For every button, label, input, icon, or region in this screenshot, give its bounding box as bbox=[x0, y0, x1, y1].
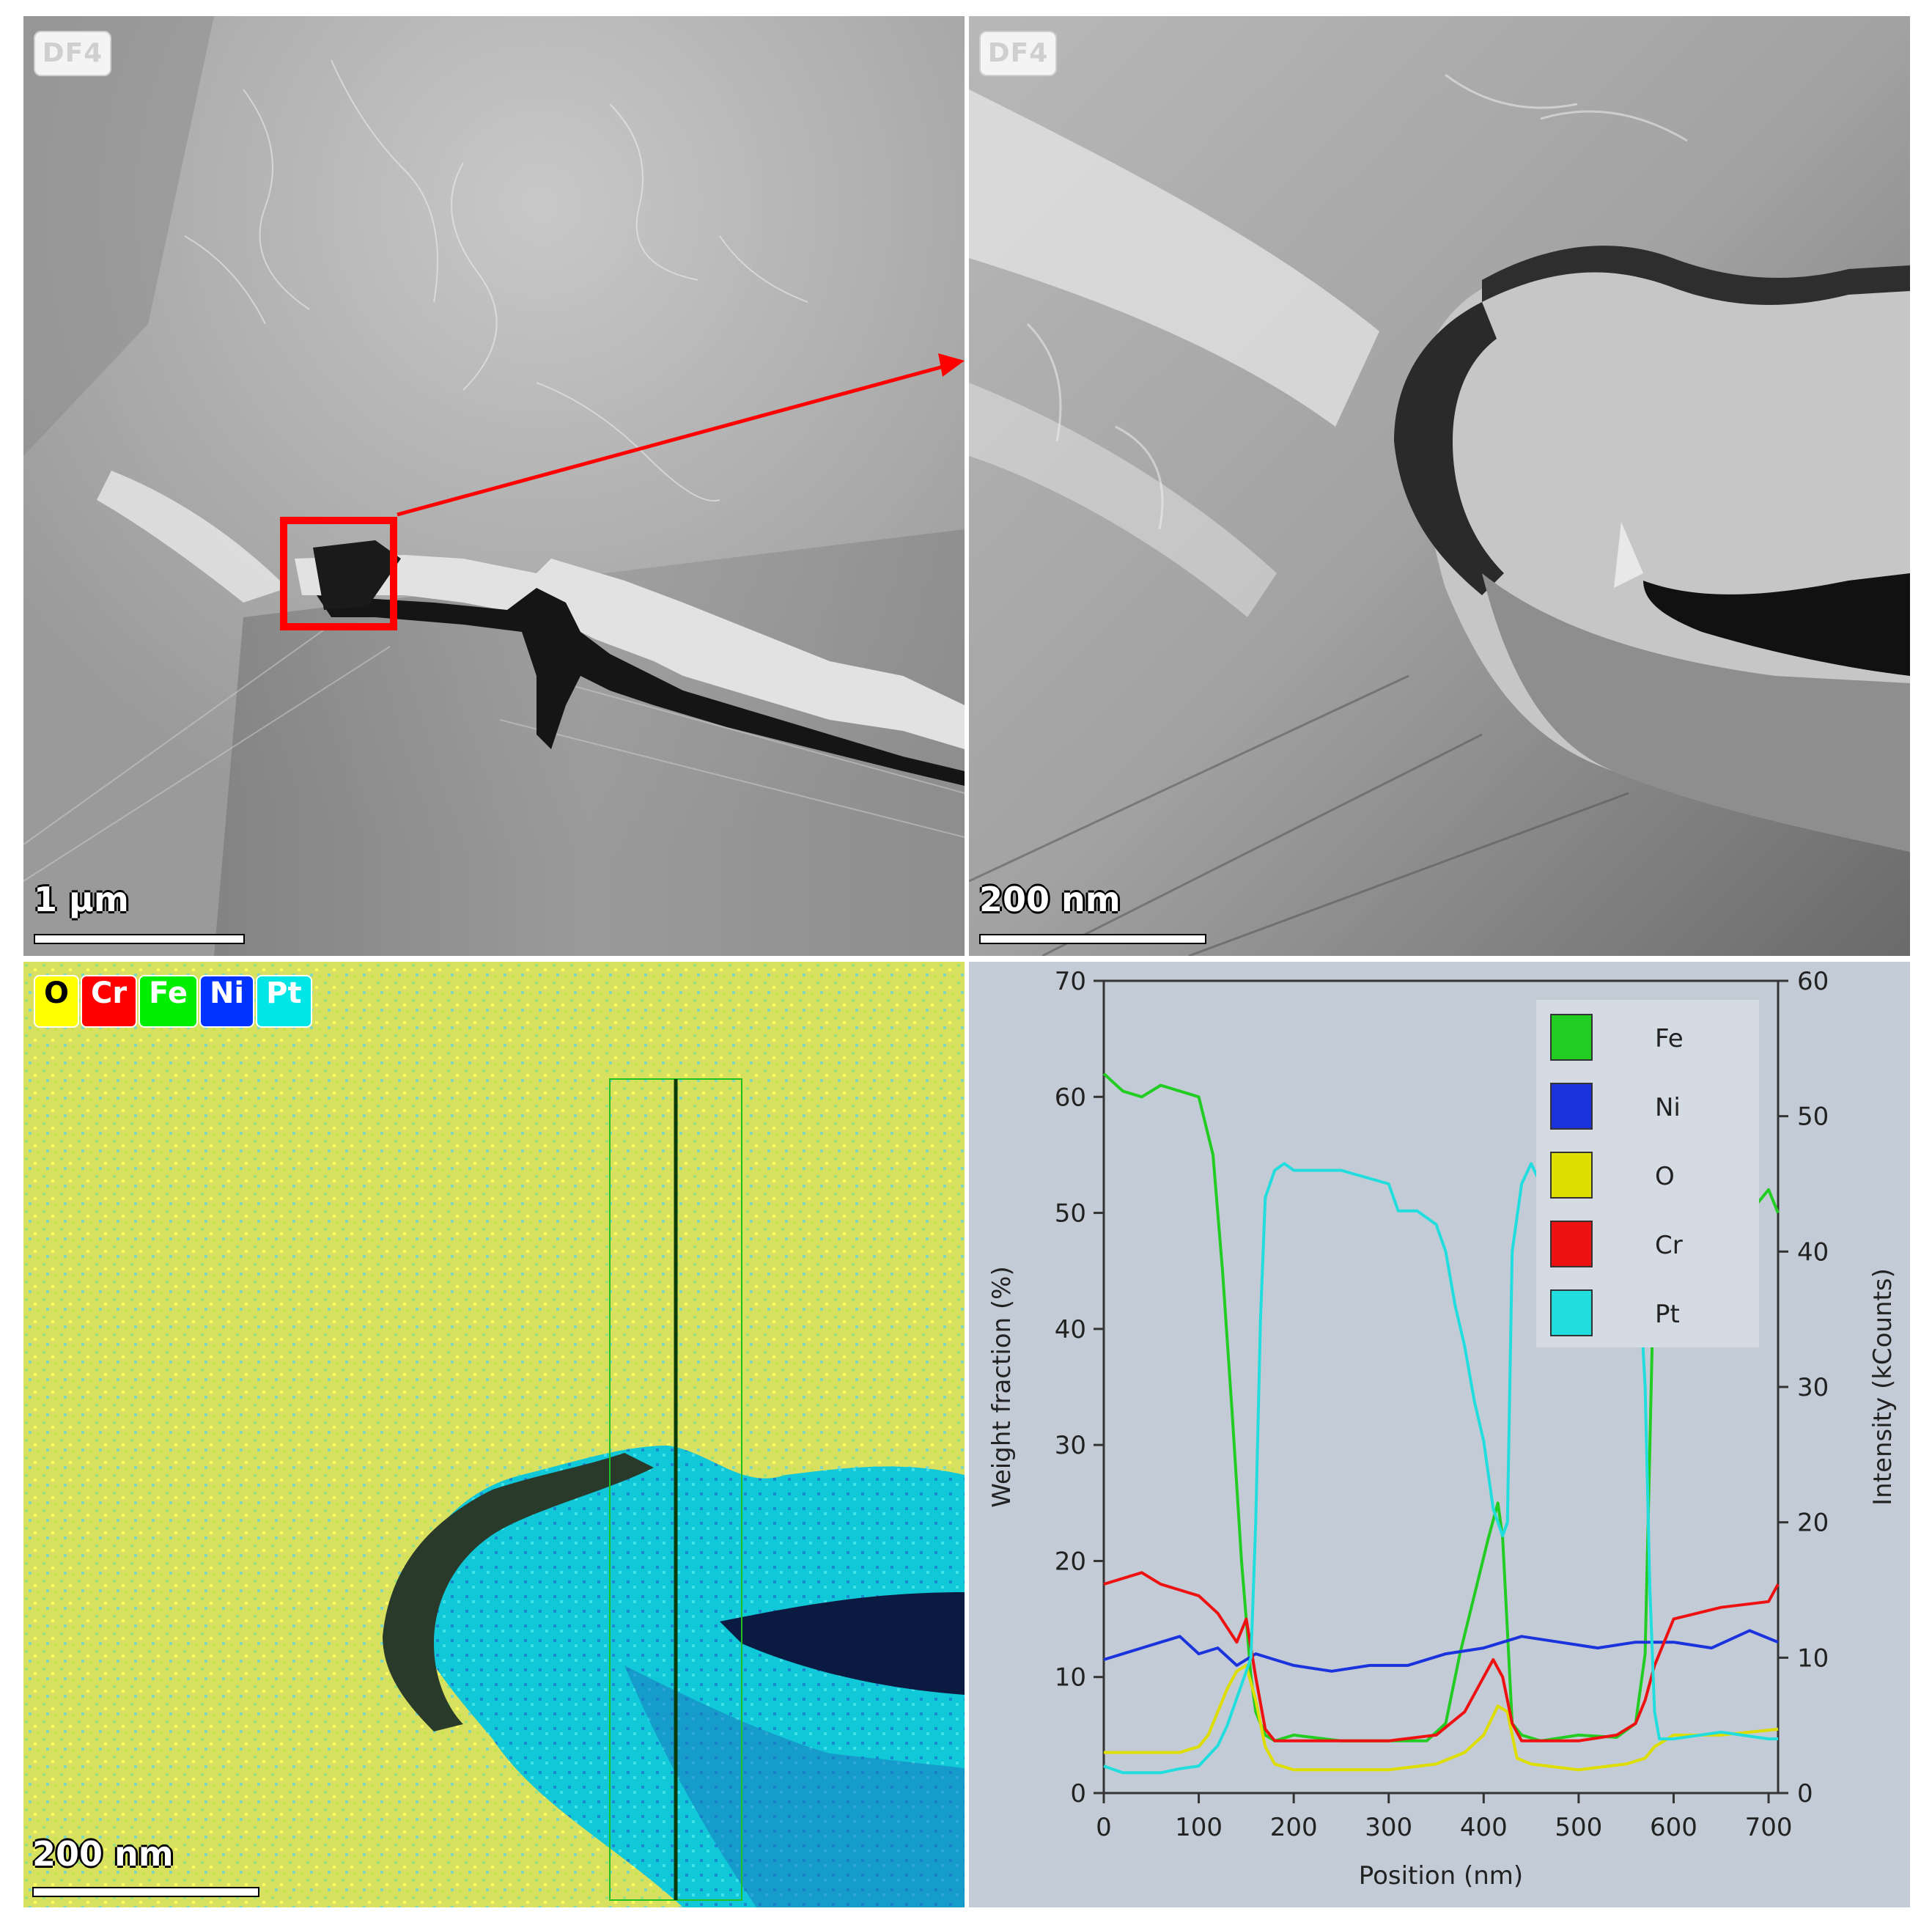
series-line-ni bbox=[1103, 1629, 1779, 1673]
legend-label-pt: Pt bbox=[1655, 1300, 1680, 1329]
series-line-o bbox=[1104, 1663, 1779, 1772]
eds-element-map-image bbox=[23, 962, 965, 1907]
y2-tick-label: 0 bbox=[1797, 1779, 1813, 1808]
element-legend-o: O bbox=[34, 975, 80, 1028]
legend-label-ni: Ni bbox=[1655, 1093, 1681, 1122]
micrograph-overview: DF4 1 µm bbox=[23, 16, 965, 956]
y-tick-label: 70 bbox=[1055, 967, 1086, 996]
y-tick-label: 10 bbox=[1055, 1663, 1086, 1693]
y-axis-label: Weight fraction (%) bbox=[987, 1266, 1017, 1508]
y2-axis-label: Intensity (kCounts) bbox=[1868, 1268, 1898, 1506]
y2-tick-label: 10 bbox=[1797, 1644, 1829, 1673]
y-tick-label: 50 bbox=[1055, 1199, 1086, 1229]
y-tick-label: 60 bbox=[1055, 1083, 1086, 1112]
legend-swatch-fe bbox=[1550, 1014, 1593, 1061]
detector-tag: DF4 bbox=[979, 31, 1057, 76]
eds-element-map: O Cr Fe Ni Pt 200 nm bbox=[23, 962, 965, 1907]
linescan-chart: 0 100 200 300 400 500 600 700010203040506070010… bbox=[987, 967, 1898, 1891]
y-tick-label: 40 bbox=[1055, 1315, 1086, 1344]
scale-bar bbox=[32, 1887, 259, 1897]
legend-label-cr: Cr bbox=[1655, 1231, 1683, 1260]
scale-bar-label: 200 nm bbox=[32, 1834, 174, 1874]
legend-label-fe: Fe bbox=[1655, 1024, 1684, 1053]
zoom-arrow-line bbox=[397, 361, 955, 517]
element-legend-fe: Fe bbox=[139, 975, 198, 1028]
scale-bar bbox=[34, 934, 245, 944]
y-tick-label: 20 bbox=[1055, 1547, 1086, 1576]
x-tick-label: 600 bbox=[1650, 1813, 1697, 1842]
y2-tick-label: 60 bbox=[1797, 967, 1829, 996]
detector-tag: DF4 bbox=[34, 31, 111, 76]
y2-tick-label: 50 bbox=[1797, 1103, 1829, 1132]
x-axis-label: Position (nm) bbox=[1359, 1861, 1523, 1891]
series-line-cr bbox=[1103, 1571, 1780, 1742]
micrograph-zoom: DF4 200 nm bbox=[969, 16, 1910, 956]
legend-swatch-o bbox=[1550, 1152, 1593, 1199]
x-tick-label: 400 bbox=[1460, 1813, 1508, 1842]
x-tick-label: 700 bbox=[1745, 1813, 1793, 1842]
y2-tick-label: 30 bbox=[1797, 1373, 1829, 1402]
scale-bar-label: 1 µm bbox=[34, 880, 129, 919]
y2-tick-label: 40 bbox=[1797, 1237, 1829, 1267]
zoom-arrow-head bbox=[938, 353, 965, 377]
scale-bar-label: 200 nm bbox=[979, 880, 1121, 919]
region-of-interest-box bbox=[280, 517, 397, 630]
element-legend: O Cr Fe Ni Pt bbox=[34, 975, 314, 1028]
legend-label-o: O bbox=[1655, 1162, 1675, 1191]
micrograph-zoom-image bbox=[969, 16, 1910, 956]
legend-swatch-pt bbox=[1550, 1289, 1593, 1336]
linescan-chart-panel: 0 100 200 300 400 500 600 700 0 10 20 30 40 50 60 70 0 10… bbox=[969, 962, 1910, 1907]
x-tick-label: 300 bbox=[1365, 1813, 1412, 1842]
y-tick-label: 30 bbox=[1055, 1431, 1086, 1460]
legend-swatch-cr bbox=[1550, 1221, 1593, 1267]
y2-tick-label: 20 bbox=[1797, 1509, 1829, 1538]
x-tick-label: 100 bbox=[1175, 1813, 1223, 1842]
legend-swatch-ni bbox=[1550, 1083, 1593, 1130]
element-legend-cr: Cr bbox=[81, 975, 138, 1028]
x-tick-label: 500 bbox=[1555, 1813, 1602, 1842]
x-tick-label: 0 bbox=[1096, 1813, 1112, 1842]
element-legend-ni: Ni bbox=[199, 975, 255, 1028]
scale-bar bbox=[979, 934, 1206, 944]
x-tick-label: 200 bbox=[1270, 1813, 1318, 1842]
series-line-pt bbox=[1103, 1155, 1778, 1775]
micrograph-overview-image bbox=[23, 16, 965, 956]
element-legend-pt: Pt bbox=[256, 975, 312, 1028]
y-tick-label: 0 bbox=[1070, 1779, 1086, 1808]
